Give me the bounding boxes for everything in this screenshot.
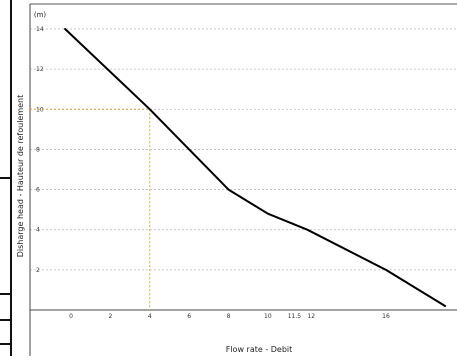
y-tick-label: 2: [36, 267, 40, 274]
y-tick-label: 14: [36, 26, 44, 33]
series-line: [64, 28, 447, 307]
y-tick-label: 4: [36, 227, 40, 234]
x-tick-label: 6: [187, 313, 191, 320]
axes: [29, 4, 457, 356]
series-layer: [64, 28, 447, 307]
x-tick-label: 0: [69, 313, 73, 320]
x-axis-label: Flow rate - Debit: [226, 345, 293, 354]
y-tick-label: 6: [36, 187, 40, 194]
y-tick-label: 12: [36, 66, 44, 73]
y-tick-label: 8: [36, 146, 40, 153]
x-tick-labels: 0 2 4 6 8 10 11.5 12 16: [69, 313, 390, 320]
x-tick-label: 11.5: [288, 313, 302, 320]
reference-lines: [30, 108, 151, 310]
x-tick-label: 16: [382, 313, 390, 320]
y-unit-label: (m): [34, 11, 47, 19]
x-tick-label: 4: [148, 313, 152, 320]
grid-lines: [30, 28, 457, 271]
y-axis-label: Disharge head - Hauteur de refoulement: [16, 95, 25, 258]
x-tick-label: 12: [307, 313, 315, 320]
x-tick-label: 8: [227, 313, 231, 320]
x-tick-label: 10: [264, 313, 272, 320]
x-tick-label: 2: [108, 313, 112, 320]
y-tick-labels: 2468101214: [36, 26, 44, 274]
